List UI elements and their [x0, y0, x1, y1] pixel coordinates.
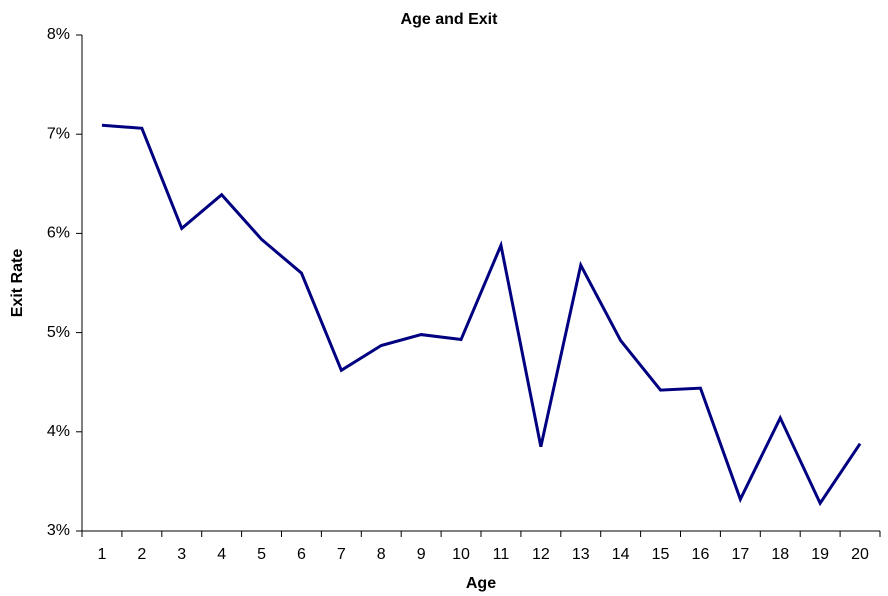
y-tick-label: 5% — [47, 324, 70, 341]
x-tick-label: 19 — [811, 546, 829, 563]
x-tick-label: 18 — [771, 546, 789, 563]
chart-title: Age and Exit — [401, 11, 499, 28]
x-tick-label: 4 — [217, 546, 226, 563]
x-tick-label: 11 — [493, 546, 510, 563]
data-line — [101, 123, 862, 507]
x-tick-label: 3 — [177, 546, 186, 563]
y-tick-label: 3% — [47, 522, 70, 539]
y-tick-label: 8% — [47, 26, 70, 43]
x-tick-label: 6 — [297, 546, 306, 563]
x-tick-label: 17 — [731, 546, 749, 563]
x-tick-label: 7 — [337, 546, 346, 563]
x-tick-label: 20 — [851, 546, 869, 563]
y-tick-label: 7% — [47, 125, 70, 142]
x-tick-label: 2 — [137, 546, 146, 563]
x-tick-label: 13 — [572, 546, 590, 563]
x-tick-label: 9 — [417, 546, 426, 563]
y-axis-label: Exit Rate — [9, 249, 26, 318]
x-tick-label: 8 — [377, 546, 386, 563]
x-tick-label: 16 — [692, 546, 710, 563]
x-tick-label: 12 — [532, 546, 550, 563]
x-tick-label: 15 — [652, 546, 670, 563]
y-tick-label: 4% — [47, 423, 70, 440]
y-tick-label: 6% — [47, 225, 70, 242]
x-tick-label: 14 — [612, 546, 630, 563]
x-tick-label: 1 — [97, 546, 106, 563]
x-tick-label: 10 — [452, 546, 470, 563]
x-tick-label: 5 — [257, 546, 266, 563]
x-axis-label: Age — [466, 575, 496, 592]
